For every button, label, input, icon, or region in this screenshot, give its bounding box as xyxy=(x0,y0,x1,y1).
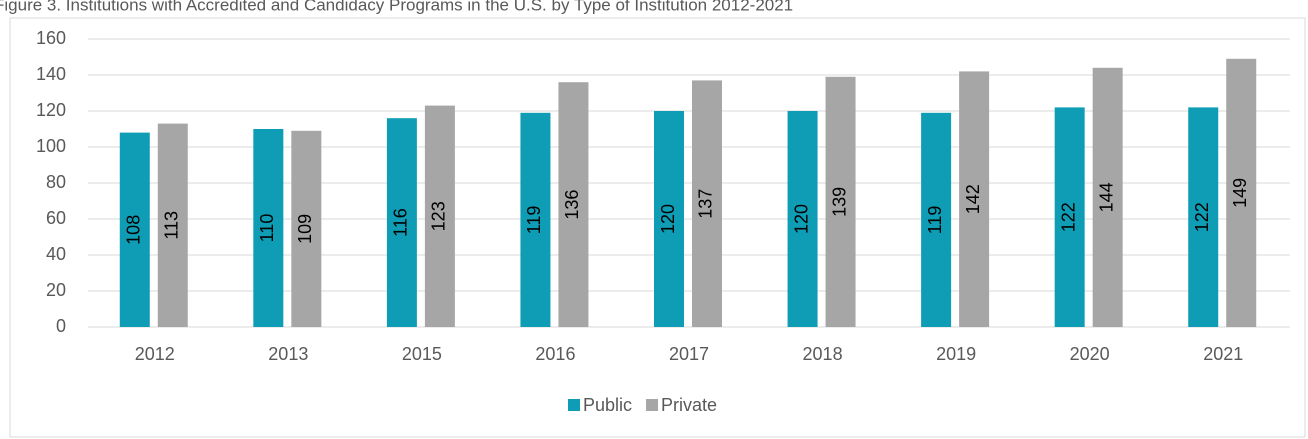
y-tick-label: 60 xyxy=(46,208,66,228)
value-label: 116 xyxy=(391,208,411,237)
bar xyxy=(959,71,990,328)
bar xyxy=(291,130,322,327)
value-label: 109 xyxy=(295,214,315,244)
value-label: 120 xyxy=(658,204,678,234)
bar xyxy=(1054,107,1085,328)
x-tick-label: 2019 xyxy=(936,344,976,364)
value-label: 119 xyxy=(925,206,945,235)
y-tick-label: 160 xyxy=(36,28,66,48)
y-tick-label: 40 xyxy=(46,244,66,264)
bar xyxy=(157,123,188,327)
value-label: 108 xyxy=(124,215,144,245)
x-tick-label: 2021 xyxy=(1203,344,1243,364)
bar xyxy=(386,118,417,327)
y-tick-label: 20 xyxy=(46,280,66,300)
x-tick-label: 2017 xyxy=(669,344,709,364)
value-label: 110 xyxy=(257,214,277,243)
bar xyxy=(787,111,818,327)
value-label: 113 xyxy=(162,211,182,240)
bar xyxy=(424,105,455,327)
legend-label: Private xyxy=(661,395,717,415)
value-label: 142 xyxy=(963,184,983,214)
x-tick-label: 2018 xyxy=(803,344,843,364)
bar xyxy=(253,129,284,327)
value-label: 120 xyxy=(791,204,811,234)
value-label: 136 xyxy=(562,190,582,220)
legend-label: Public xyxy=(583,395,632,415)
bar xyxy=(558,82,589,327)
y-tick-label: 0 xyxy=(56,316,66,336)
y-tick-label: 100 xyxy=(36,136,66,156)
bar xyxy=(692,80,722,328)
legend-swatch xyxy=(568,399,580,411)
value-label: 122 xyxy=(1192,202,1212,232)
bar xyxy=(1092,67,1123,328)
value-label: 122 xyxy=(1058,202,1078,232)
value-label: 139 xyxy=(829,187,849,217)
legend-swatch xyxy=(646,399,659,411)
bar xyxy=(520,112,551,327)
bar xyxy=(921,112,952,327)
value-label: 137 xyxy=(696,189,716,219)
value-label: 123 xyxy=(429,201,449,231)
bar xyxy=(825,76,856,327)
y-tick-label: 140 xyxy=(36,64,66,84)
x-tick-label: 2013 xyxy=(268,344,308,364)
chart-title: Figure 3. Institutions with Accredited a… xyxy=(0,0,793,14)
x-tick-label: 2015 xyxy=(402,344,442,364)
x-tick-label: 2020 xyxy=(1070,344,1110,364)
value-label: 144 xyxy=(1096,182,1116,212)
x-tick-label: 2016 xyxy=(535,344,575,364)
x-tick-label: 2012 xyxy=(135,344,175,364)
bar xyxy=(119,132,150,327)
value-label: 149 xyxy=(1230,178,1250,208)
y-tick-label: 80 xyxy=(46,172,66,192)
bar xyxy=(654,111,684,327)
y-tick-label: 120 xyxy=(36,100,66,120)
bar xyxy=(1188,107,1219,328)
bar xyxy=(1226,58,1257,328)
value-label: 119 xyxy=(524,206,544,235)
